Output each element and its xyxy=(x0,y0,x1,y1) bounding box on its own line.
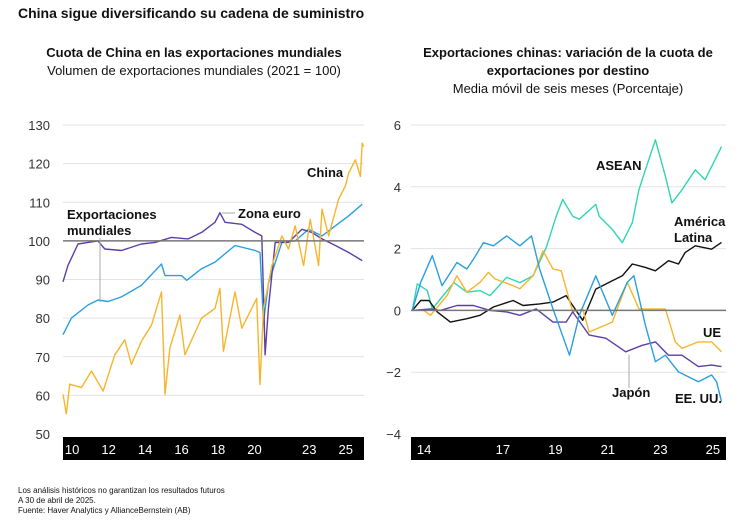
x-tick-label: 10 xyxy=(65,442,79,457)
y-tick-label: 2 xyxy=(394,242,401,257)
label-us: EE. UU. xyxy=(675,391,722,406)
x-tick-label: 23 xyxy=(302,442,316,457)
x-tick-label: 25 xyxy=(706,442,720,457)
y-tick-label: −4 xyxy=(386,427,401,442)
x-tick-label: 17 xyxy=(496,442,510,457)
y-tick-label: 110 xyxy=(29,195,50,210)
x-axis-band xyxy=(63,437,364,460)
right-chart: Exportaciones chinas: variación de la cu… xyxy=(386,45,726,460)
x-tick-label: 14 xyxy=(417,442,431,457)
series-line-am-rica-latina xyxy=(411,241,722,323)
y-tick-label: 130 xyxy=(28,118,50,133)
series-line-ue xyxy=(412,250,722,353)
x-tick-label: 16 xyxy=(174,442,188,457)
figure-title: China sigue diversificando su cadena de … xyxy=(18,5,364,21)
label-latam-line2: Latina xyxy=(674,230,713,245)
label-world-line2: mundiales xyxy=(67,223,131,238)
label-eurozone: Zona euro xyxy=(238,206,301,221)
y-tick-label: 90 xyxy=(36,273,50,288)
x-axis-band xyxy=(411,437,726,460)
series-line-jap-n xyxy=(412,304,722,368)
series-line-asean xyxy=(411,139,723,311)
label-world-line1: Exportaciones xyxy=(67,207,157,222)
y-tick-label: 80 xyxy=(36,311,50,326)
series-line-zona-euro xyxy=(62,212,363,356)
x-tick-label: 19 xyxy=(548,442,562,457)
y-tick-label: 120 xyxy=(28,157,50,172)
y-tick-label: 100 xyxy=(28,234,50,249)
label-china: China xyxy=(307,165,344,180)
left-chart-subtitle: Volumen de exportaciones mundiales (2021… xyxy=(47,63,341,78)
footnote-date: A 30 de abril de 2025. xyxy=(18,496,96,505)
series-line-ee-uu- xyxy=(411,235,723,402)
left-chart-title: Cuota de China en las exportaciones mund… xyxy=(46,45,341,60)
label-eu: UE xyxy=(703,325,721,340)
x-tick-label: 12 xyxy=(101,442,115,457)
y-tick-label: 6 xyxy=(394,118,401,133)
y-tick-label: 50 xyxy=(36,427,50,442)
label-asean: ASEAN xyxy=(596,158,642,173)
x-tick-label: 14 xyxy=(138,442,152,457)
y-tick-label: 4 xyxy=(394,180,401,195)
footnote-disclaimer: Los análisis históricos no garantizan lo… xyxy=(18,486,225,495)
y-tick-label: −2 xyxy=(386,365,401,380)
y-tick-label: 0 xyxy=(394,303,401,318)
x-tick-label: 21 xyxy=(601,442,615,457)
right-chart-title-line1: Exportaciones chinas: variación de la cu… xyxy=(423,45,713,60)
x-tick-label: 25 xyxy=(339,442,353,457)
series-line-china xyxy=(62,142,365,415)
label-latam-line1: América xyxy=(674,214,726,229)
x-tick-label: 20 xyxy=(247,442,261,457)
label-japan: Japón xyxy=(612,385,650,400)
right-chart-title-line2: exportaciones por destino xyxy=(487,63,650,78)
y-tick-label: 60 xyxy=(36,388,50,403)
y-tick-label: 70 xyxy=(36,350,50,365)
footnote-source: Fuente: Haver Analytics y AllianceBernst… xyxy=(18,506,191,515)
x-tick-label: 18 xyxy=(211,442,225,457)
x-tick-label: 23 xyxy=(653,442,667,457)
left-chart: Cuota de China en las exportaciones mund… xyxy=(28,45,365,460)
right-chart-subtitle: Media móvil de seis meses (Porcentaje) xyxy=(453,81,683,96)
